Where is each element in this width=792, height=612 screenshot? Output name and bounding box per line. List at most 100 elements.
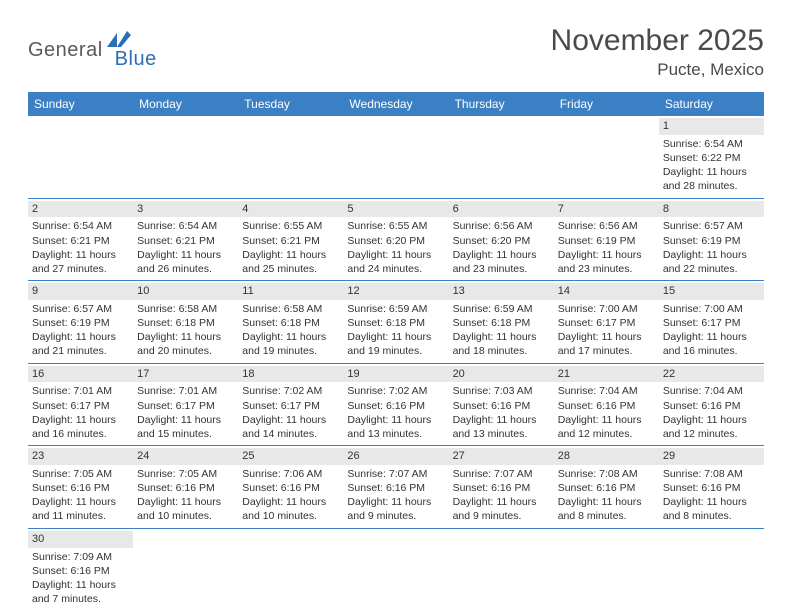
day-cell-empty [238,529,343,611]
day-number: 25 [238,448,343,465]
day-number: 4 [238,201,343,218]
weekday-header: Saturday [659,92,764,116]
daylight-line-1: Daylight: 11 hours [663,413,760,427]
daylight-line-2: and 8 minutes. [663,509,760,523]
daylight-line-1: Daylight: 11 hours [242,248,339,262]
daylight-line-2: and 13 minutes. [453,427,550,441]
day-number: 1 [659,118,764,135]
daylight-line-2: and 7 minutes. [32,592,129,606]
daylight-line-1: Daylight: 11 hours [32,495,129,509]
sunrise-line: Sunrise: 6:57 AM [663,219,760,233]
daylight-line-2: and 9 minutes. [347,509,444,523]
daylight-line-1: Daylight: 11 hours [453,248,550,262]
daylight-line-1: Daylight: 11 hours [137,495,234,509]
daylight-line-1: Daylight: 11 hours [663,330,760,344]
sunset-line: Sunset: 6:16 PM [347,481,444,495]
day-cell-empty [449,116,554,198]
daylight-line-1: Daylight: 11 hours [137,330,234,344]
day-cell-empty [449,529,554,611]
day-cell: 22Sunrise: 7:04 AMSunset: 6:16 PMDayligh… [659,364,764,446]
daylight-line-2: and 22 minutes. [663,262,760,276]
day-cell: 17Sunrise: 7:01 AMSunset: 6:17 PMDayligh… [133,364,238,446]
weekday-header-row: SundayMondayTuesdayWednesdayThursdayFrid… [28,92,764,116]
weeks-container: 1Sunrise: 6:54 AMSunset: 6:22 PMDaylight… [28,116,764,610]
day-cell: 16Sunrise: 7:01 AMSunset: 6:17 PMDayligh… [28,364,133,446]
day-number: 10 [133,283,238,300]
sunrise-line: Sunrise: 7:08 AM [558,467,655,481]
day-cell: 15Sunrise: 7:00 AMSunset: 6:17 PMDayligh… [659,281,764,363]
day-number: 5 [343,201,448,218]
weekday-header: Wednesday [343,92,448,116]
week-row: 23Sunrise: 7:05 AMSunset: 6:16 PMDayligh… [28,446,764,529]
sunrise-line: Sunrise: 6:57 AM [32,302,129,316]
daylight-line-1: Daylight: 11 hours [663,248,760,262]
day-cell: 8Sunrise: 6:57 AMSunset: 6:19 PMDaylight… [659,199,764,281]
sunrise-line: Sunrise: 7:08 AM [663,467,760,481]
sunset-line: Sunset: 6:16 PM [558,399,655,413]
day-number: 20 [449,366,554,383]
sunrise-line: Sunrise: 7:06 AM [242,467,339,481]
daylight-line-2: and 12 minutes. [663,427,760,441]
daylight-line-2: and 12 minutes. [558,427,655,441]
day-cell-empty [133,529,238,611]
sunset-line: Sunset: 6:16 PM [137,481,234,495]
daylight-line-2: and 28 minutes. [663,179,760,193]
daylight-line-2: and 16 minutes. [663,344,760,358]
sunrise-line: Sunrise: 7:02 AM [242,384,339,398]
day-cell-empty [659,529,764,611]
sunset-line: Sunset: 6:17 PM [32,399,129,413]
day-cell: 20Sunrise: 7:03 AMSunset: 6:16 PMDayligh… [449,364,554,446]
sunset-line: Sunset: 6:18 PM [347,316,444,330]
sunset-line: Sunset: 6:17 PM [137,399,234,413]
day-cell: 1Sunrise: 6:54 AMSunset: 6:22 PMDaylight… [659,116,764,198]
day-cell: 10Sunrise: 6:58 AMSunset: 6:18 PMDayligh… [133,281,238,363]
daylight-line-2: and 24 minutes. [347,262,444,276]
daylight-line-1: Daylight: 11 hours [453,413,550,427]
day-number: 30 [28,531,133,548]
day-number: 19 [343,366,448,383]
daylight-line-2: and 10 minutes. [137,509,234,523]
day-number: 28 [554,448,659,465]
day-number: 15 [659,283,764,300]
day-number: 16 [28,366,133,383]
day-number: 22 [659,366,764,383]
daylight-line-1: Daylight: 11 hours [558,413,655,427]
day-number: 3 [133,201,238,218]
day-number: 27 [449,448,554,465]
sunset-line: Sunset: 6:21 PM [137,234,234,248]
daylight-line-2: and 13 minutes. [347,427,444,441]
day-cell: 5Sunrise: 6:55 AMSunset: 6:20 PMDaylight… [343,199,448,281]
sunrise-line: Sunrise: 7:00 AM [558,302,655,316]
daylight-line-1: Daylight: 11 hours [347,330,444,344]
sunrise-line: Sunrise: 6:54 AM [32,219,129,233]
week-row: 30Sunrise: 7:09 AMSunset: 6:16 PMDayligh… [28,529,764,611]
sunrise-line: Sunrise: 6:56 AM [453,219,550,233]
sunset-line: Sunset: 6:18 PM [242,316,339,330]
day-cell-empty [343,529,448,611]
day-number: 17 [133,366,238,383]
daylight-line-1: Daylight: 11 hours [347,413,444,427]
daylight-line-2: and 18 minutes. [453,344,550,358]
sunset-line: Sunset: 6:19 PM [558,234,655,248]
day-cell: 19Sunrise: 7:02 AMSunset: 6:16 PMDayligh… [343,364,448,446]
sunrise-line: Sunrise: 6:55 AM [347,219,444,233]
daylight-line-2: and 23 minutes. [453,262,550,276]
sunrise-line: Sunrise: 6:55 AM [242,219,339,233]
day-cell: 11Sunrise: 6:58 AMSunset: 6:18 PMDayligh… [238,281,343,363]
week-row: 1Sunrise: 6:54 AMSunset: 6:22 PMDaylight… [28,116,764,199]
daylight-line-1: Daylight: 11 hours [32,330,129,344]
day-cell: 25Sunrise: 7:06 AMSunset: 6:16 PMDayligh… [238,446,343,528]
daylight-line-1: Daylight: 11 hours [663,165,760,179]
daylight-line-2: and 19 minutes. [242,344,339,358]
day-number: 2 [28,201,133,218]
sunset-line: Sunset: 6:16 PM [32,564,129,578]
sunrise-line: Sunrise: 7:04 AM [663,384,760,398]
daylight-line-2: and 21 minutes. [32,344,129,358]
daylight-line-2: and 23 minutes. [558,262,655,276]
day-cell: 12Sunrise: 6:59 AMSunset: 6:18 PMDayligh… [343,281,448,363]
daylight-line-1: Daylight: 11 hours [137,413,234,427]
day-cell-empty [133,116,238,198]
daylight-line-1: Daylight: 11 hours [242,413,339,427]
daylight-line-1: Daylight: 11 hours [32,413,129,427]
daylight-line-1: Daylight: 11 hours [32,248,129,262]
